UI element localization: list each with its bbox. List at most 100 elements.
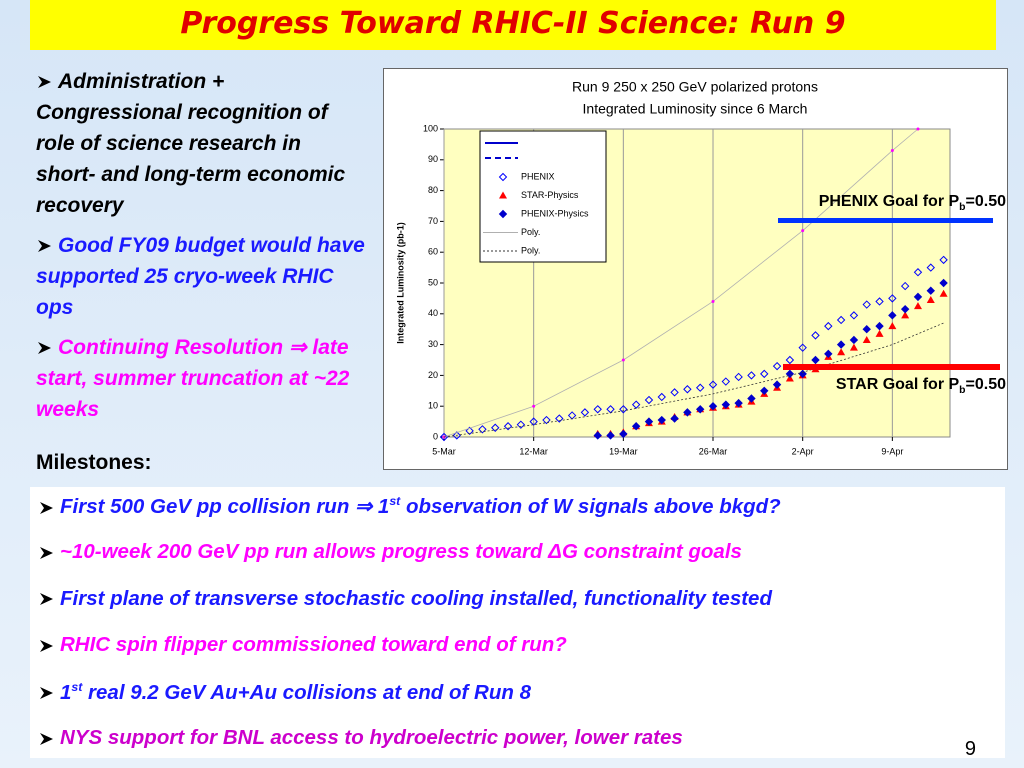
data-point bbox=[888, 311, 897, 320]
bullet: ~10-week 200 GeV pp run allows progress … bbox=[38, 540, 781, 586]
x-tick-label: 9-Apr bbox=[881, 446, 903, 456]
data-point bbox=[747, 394, 756, 403]
data-point bbox=[580, 408, 590, 417]
data-point bbox=[926, 286, 935, 295]
bullet-arrow-shape bbox=[38, 342, 51, 355]
text-segment: First 500 GeV pp collision run ⇒ 1 bbox=[60, 495, 390, 518]
bullet: First plane of transverse stochastic coo… bbox=[38, 587, 781, 633]
y-tick-label: 50 bbox=[428, 277, 438, 287]
data-point bbox=[683, 408, 692, 417]
bullet: 1st real 9.2 GeV Au+Au collisions at end… bbox=[38, 680, 781, 726]
left-bullets: Administration + Congressional recogniti… bbox=[36, 66, 366, 434]
data-point bbox=[734, 398, 743, 408]
text-segment: Continuing Resolution bbox=[58, 336, 289, 359]
chart-title: Integrated Luminosity since 6 March bbox=[583, 101, 808, 117]
data-point bbox=[721, 400, 731, 409]
data-point bbox=[824, 349, 833, 359]
star-goal-bar bbox=[783, 364, 1000, 370]
data-point bbox=[811, 355, 820, 365]
data-point bbox=[900, 281, 910, 291]
y-tick-label: 0 bbox=[433, 431, 438, 441]
text-segment: st bbox=[389, 494, 401, 509]
y-tick-label: 60 bbox=[428, 247, 438, 257]
data-point bbox=[555, 414, 564, 423]
y-axis-label: Integrated Luminosity (pb-1) bbox=[395, 222, 405, 344]
data-point bbox=[798, 343, 807, 352]
data-point bbox=[785, 369, 795, 379]
data-point bbox=[711, 299, 715, 303]
data-point bbox=[939, 289, 948, 297]
data-point bbox=[606, 431, 615, 440]
data-point bbox=[619, 429, 628, 439]
data-point bbox=[849, 343, 858, 351]
legend: PHENIX STAR-Physics PHENIX-Physics Poly. Pol… bbox=[479, 130, 607, 263]
data-point bbox=[862, 324, 871, 334]
text-segment: =0.50 bbox=[965, 193, 1006, 210]
text-segment: st bbox=[71, 679, 83, 694]
annotation: PHENIX Goal for Pb=0.50 bbox=[819, 193, 1006, 213]
y-tick-label: 10 bbox=[428, 401, 438, 411]
data-point bbox=[644, 395, 654, 405]
text-segment: b bbox=[959, 385, 966, 397]
data-point bbox=[670, 388, 679, 397]
data-point bbox=[516, 420, 526, 429]
trend-line bbox=[443, 322, 944, 438]
text-segment: PHENIX Goal for P bbox=[818, 193, 960, 210]
data-point bbox=[619, 405, 628, 414]
text-segment: real 9.2 GeV Au+Au collisions at end of … bbox=[82, 680, 531, 704]
data-point bbox=[695, 383, 705, 392]
data-point bbox=[631, 422, 641, 431]
page-number: 9 bbox=[964, 738, 976, 760]
bullet-arrow bbox=[40, 732, 53, 745]
text-segment: b bbox=[959, 202, 966, 214]
slide-title: Progress Toward RHIC-II Science: Run 9 bbox=[180, 6, 846, 41]
data-point bbox=[657, 415, 666, 425]
data-point bbox=[849, 311, 859, 320]
data-point bbox=[772, 361, 782, 371]
data-point bbox=[529, 417, 538, 426]
bullet-arrow bbox=[40, 639, 53, 652]
chart-title: Run 9 250 x 250 GeV polarized protons bbox=[572, 79, 818, 95]
x-tick-label: 26-Mar bbox=[699, 446, 728, 456]
data-point bbox=[499, 191, 507, 199]
bullet: Good FY09 budget would have supported 25… bbox=[36, 230, 366, 323]
bullet: Continuing Resolution ⇒ late start, summ… bbox=[36, 332, 366, 425]
bullet: Administration + Congressional recogniti… bbox=[36, 66, 366, 221]
text-segment: observation of W signals above bkgd? bbox=[400, 495, 781, 518]
data-point bbox=[862, 335, 871, 343]
text-segment: First plane of transverse stochastic coo… bbox=[60, 586, 772, 610]
data-point bbox=[901, 311, 910, 319]
data-point bbox=[913, 302, 922, 310]
text-segment: NYS support for BNL access to hydroelect… bbox=[60, 725, 683, 749]
annotation: STAR Goal for Pb=0.50 bbox=[836, 376, 1006, 396]
data-point bbox=[542, 415, 551, 425]
bullet-arrow-shape bbox=[40, 593, 53, 606]
title-bar: Progress Toward RHIC-II Science: Run 9 bbox=[30, 0, 996, 50]
data-point bbox=[875, 297, 884, 306]
y-tick-label: 70 bbox=[428, 216, 438, 226]
data-point bbox=[498, 172, 508, 182]
bullet: NYS support for BNL access to hydroelect… bbox=[38, 726, 781, 768]
data-point bbox=[670, 414, 679, 423]
data-point bbox=[478, 425, 487, 434]
legend-label: Poly. bbox=[521, 245, 540, 255]
data-point bbox=[695, 405, 705, 414]
data-point bbox=[465, 426, 474, 436]
data-point bbox=[890, 149, 894, 153]
data-point bbox=[836, 340, 846, 349]
data-point bbox=[801, 229, 805, 233]
legend-label: PHENIX-Physics bbox=[521, 208, 589, 218]
data-point bbox=[708, 380, 718, 389]
data-point bbox=[683, 385, 692, 394]
data-point bbox=[593, 431, 602, 440]
data-point bbox=[916, 127, 920, 131]
data-point bbox=[913, 268, 923, 277]
x-tick-label: 19-Mar bbox=[609, 446, 638, 456]
data-point bbox=[644, 417, 654, 426]
x-tick-label: 2-Apr bbox=[792, 446, 814, 456]
bullet: First 500 GeV pp collision run ⇒ 1st obs… bbox=[38, 494, 781, 540]
text-segment: =0.50 bbox=[965, 376, 1006, 393]
bullet-arrow-shape bbox=[38, 76, 51, 89]
data-point bbox=[760, 369, 769, 379]
data-point bbox=[862, 300, 871, 309]
